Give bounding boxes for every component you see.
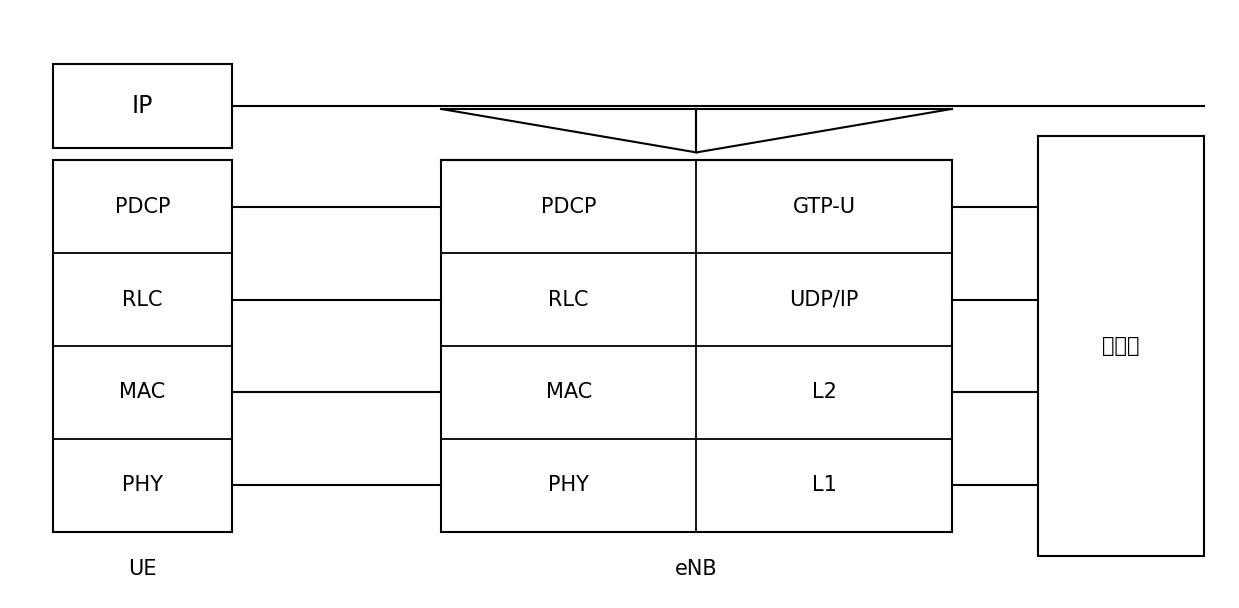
Text: eNB: eNB [675, 559, 717, 579]
Text: GTP-U: GTP-U [793, 196, 856, 216]
Text: RLC: RLC [549, 289, 589, 309]
Text: RLC: RLC [123, 289, 162, 309]
Text: MAC: MAC [119, 382, 166, 402]
Text: UE: UE [129, 559, 157, 579]
Bar [53, 64, 232, 148]
Text: IP: IP [131, 94, 154, 118]
Text: L1: L1 [812, 475, 836, 496]
Text: L2: L2 [812, 382, 836, 402]
Text: UDP/IP: UDP/IP [789, 289, 859, 309]
Text: PHY: PHY [548, 475, 590, 496]
Text: PHY: PHY [123, 475, 164, 496]
Text: PDCP: PDCP [541, 196, 596, 216]
Bar [441, 160, 952, 532]
Text: MAC: MAC [545, 382, 592, 402]
Bar [1038, 136, 1204, 556]
Text: PDCP: PDCP [115, 196, 171, 216]
Bar [53, 160, 232, 532]
Text: 核心网: 核心网 [1103, 336, 1140, 356]
